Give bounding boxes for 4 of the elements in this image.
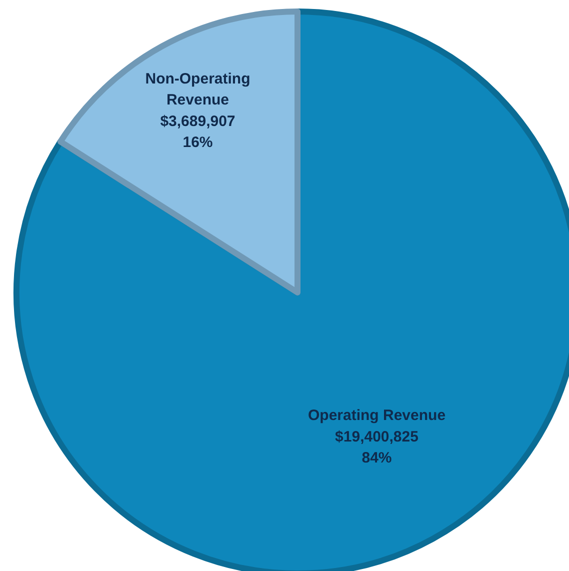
data-label: $19,400,825 84%	[335, 428, 418, 467]
slice-label: Non-Operating Revenue	[145, 70, 250, 109]
data-label: $3,689,907 16%	[160, 112, 236, 152]
slice-label: Operating Revenue	[308, 407, 446, 424]
